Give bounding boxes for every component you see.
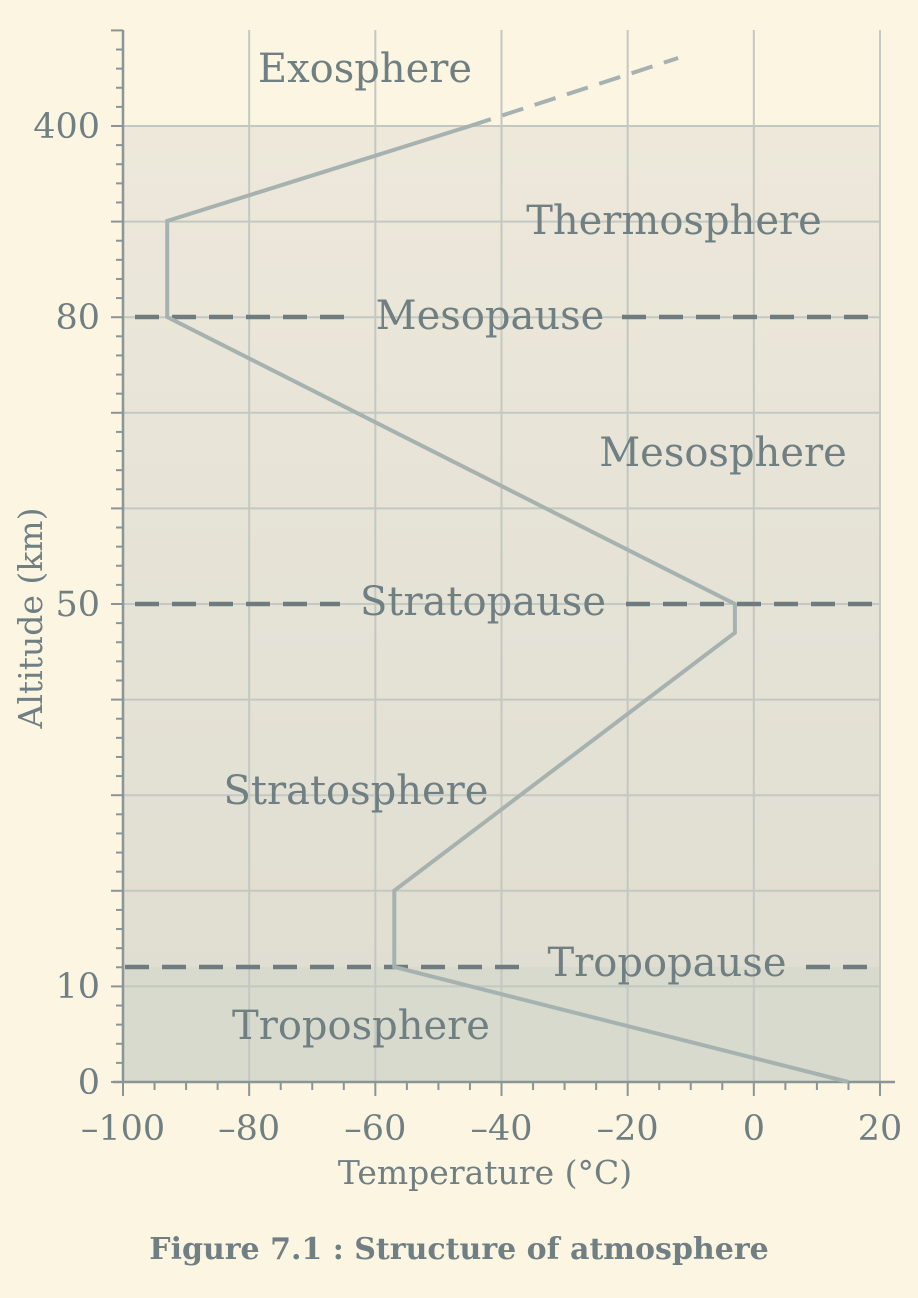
x-tick-label: –100 [81, 1109, 165, 1149]
y-tick-label: 50 [55, 585, 100, 625]
layer-label-exosphere: Exosphere [258, 46, 472, 92]
y-tick-label: 80 [55, 298, 100, 338]
y-tick-label: 400 [33, 107, 100, 147]
x-axis-title: Temperature (°C) [338, 1153, 632, 1192]
x-tick-label: –80 [218, 1109, 280, 1149]
x-tick-label: –40 [470, 1109, 532, 1149]
layer-label-mesosphere: Mesosphere [599, 430, 847, 476]
boundary-label: Mesopause [376, 293, 605, 339]
atmosphere-structure-chart: Exosphere Thermosphere Mesosphere Strato… [11, 29, 902, 1192]
axes [111, 29, 895, 1096]
layer-label-stratosphere: Stratosphere [224, 768, 489, 814]
y-axis-title: Altitude (km) [11, 508, 50, 730]
x-tick-label: 0 [743, 1109, 765, 1149]
x-tick-label: –20 [597, 1109, 659, 1149]
boundary-lines [125, 314, 880, 970]
y-tick-label: 10 [55, 967, 100, 1007]
temperature-profile [165, 56, 849, 1084]
boundary-label: Stratopause [360, 579, 606, 625]
x-tick-label: 20 [858, 1109, 903, 1149]
temperature-curve [165, 124, 849, 1084]
layer-label-thermosphere: Thermosphere [526, 198, 822, 244]
figure-caption: Figure 7.1 : Structure of atmosphere [149, 1232, 769, 1267]
boundary-label: Tropopause [548, 940, 787, 986]
y-tick-label: 0 [78, 1063, 100, 1103]
tick-labels: –100 –80 –60 –40 –20 0 20 0 10 50 80 400 Mesopause St… [33, 107, 902, 1149]
layer-label-troposphere: Troposphere [232, 1003, 490, 1049]
x-tick-label: –60 [344, 1109, 406, 1149]
temperature-curve-extension [469, 56, 679, 128]
